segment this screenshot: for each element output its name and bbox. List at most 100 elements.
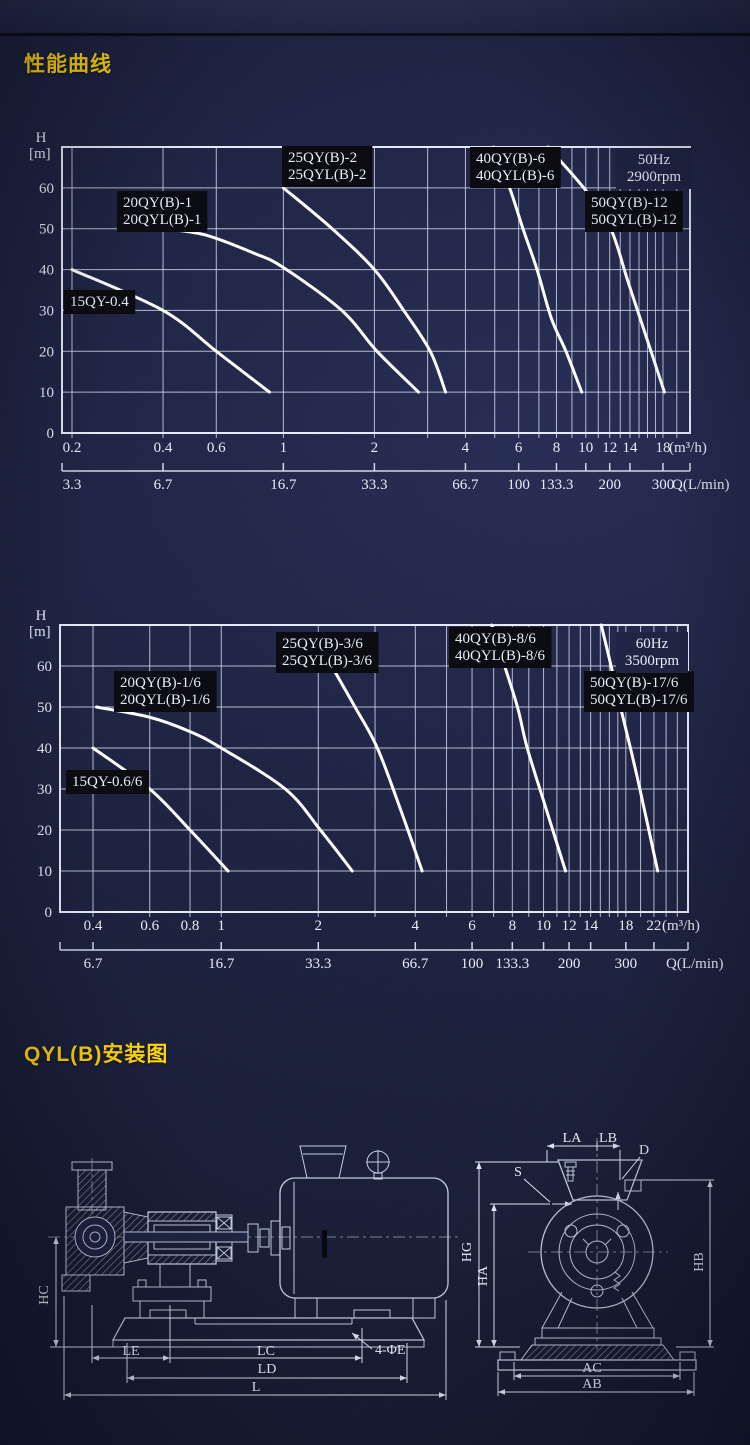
svg-text:10: 10 <box>536 918 551 934</box>
svg-text:0.2: 0.2 <box>63 440 82 456</box>
svg-text:1: 1 <box>218 918 226 934</box>
curve-25QY(B)-3/6 <box>330 664 424 873</box>
svg-text:20QY(B)-1/6: 20QY(B)-1/6 <box>120 675 201 691</box>
dim-label-ac: AC <box>582 1361 601 1376</box>
pump-side-view <box>48 1145 462 1348</box>
dim-label-l: L <box>252 1380 261 1395</box>
svg-text:100: 100 <box>461 956 484 972</box>
svg-text:0: 0 <box>45 905 53 921</box>
svg-text:0.6: 0.6 <box>207 440 226 456</box>
svg-text:25QYL(B)-2: 25QYL(B)-2 <box>288 167 366 183</box>
svg-text:Q(L/min): Q(L/min) <box>666 956 724 972</box>
svg-text:10: 10 <box>37 864 52 880</box>
svg-text:0.4: 0.4 <box>84 918 103 934</box>
svg-text:50Hz: 50Hz <box>638 152 671 168</box>
svg-text:25QYL(B)-3/6: 25QYL(B)-3/6 <box>282 653 372 669</box>
svg-text:H: H <box>36 130 47 146</box>
dim-label-ha: HA <box>476 1265 491 1286</box>
svg-text:200: 200 <box>558 956 581 972</box>
svg-text:8: 8 <box>553 440 561 456</box>
svg-text:22: 22 <box>646 918 661 934</box>
svg-text:40QY(B)-6: 40QY(B)-6 <box>476 151 546 167</box>
svg-text:20: 20 <box>37 823 52 839</box>
svg-text:0.8: 0.8 <box>181 918 200 934</box>
svg-text:30: 30 <box>37 782 52 798</box>
dim-label-d: D <box>639 1143 649 1158</box>
svg-text:60: 60 <box>39 181 54 197</box>
dim-label-la: LA <box>563 1131 583 1146</box>
svg-text:66.7: 66.7 <box>452 477 479 493</box>
curve-25QY(B)-2 <box>281 186 448 394</box>
svg-text:14: 14 <box>583 918 599 934</box>
dim-label-hb: HB <box>692 1252 707 1271</box>
svg-text:40QYL(B)-6: 40QYL(B)-6 <box>476 168 555 184</box>
svg-text:6: 6 <box>468 918 476 934</box>
dim-label-ab: AB <box>582 1377 601 1392</box>
svg-text:2900rpm: 2900rpm <box>627 169 681 185</box>
svg-text:12: 12 <box>602 440 617 456</box>
svg-text:14: 14 <box>622 440 638 456</box>
svg-text:16.7: 16.7 <box>208 956 235 972</box>
svg-text:30: 30 <box>39 303 54 319</box>
svg-text:60Hz: 60Hz <box>636 636 669 652</box>
svg-text:40: 40 <box>39 263 54 279</box>
svg-text:20QY(B)-1: 20QY(B)-1 <box>123 195 192 211</box>
svg-text:0.4: 0.4 <box>154 440 173 456</box>
svg-text:10: 10 <box>578 440 593 456</box>
svg-text:50QYL(B)-12: 50QYL(B)-12 <box>591 212 677 228</box>
svg-text:100: 100 <box>507 477 530 493</box>
svg-text:3500rpm: 3500rpm <box>625 653 679 669</box>
dim-label-lb: LB <box>599 1131 617 1146</box>
svg-text:H: H <box>36 608 47 624</box>
pump-front-view <box>497 1138 697 1371</box>
svg-text:25QY(B)-2: 25QY(B)-2 <box>288 150 357 166</box>
curve-15QY-0.4 <box>70 268 272 394</box>
svg-text:133.3: 133.3 <box>540 477 574 493</box>
svg-text:10: 10 <box>39 385 54 401</box>
svg-text:25QY(B)-3/6: 25QY(B)-3/6 <box>282 636 363 652</box>
installation-drawing: HC LE LC LD L 4-ΦE <box>37 1131 714 1400</box>
series-label-15QY-0.4: 15QY-0.4 <box>64 290 136 314</box>
performance-chart-60hz: 0 10 20 30 40 50 60 H [m] 0.4 0.6 0.8 1 2 4 6 8 10 12 14 18 2… <box>0 590 750 1000</box>
svg-text:300: 300 <box>652 477 675 493</box>
svg-text:18: 18 <box>618 918 633 934</box>
svg-text:50QYL(B)-17/6: 50QYL(B)-17/6 <box>590 692 688 708</box>
svg-text:33.3: 33.3 <box>361 477 387 493</box>
svg-text:33.3: 33.3 <box>305 956 331 972</box>
svg-text:Q(L/min): Q(L/min) <box>672 477 730 493</box>
dim-label-le: LE <box>122 1344 139 1359</box>
svg-text:50: 50 <box>37 700 52 716</box>
svg-text:20QYL(B)-1: 20QYL(B)-1 <box>123 212 201 228</box>
svg-text:66.7: 66.7 <box>402 956 429 972</box>
svg-text:4: 4 <box>412 918 420 934</box>
svg-text:4: 4 <box>462 440 470 456</box>
svg-text:40: 40 <box>37 741 52 757</box>
svg-text:(m³/h): (m³/h) <box>662 918 700 934</box>
dim-label-hc: HC <box>37 1285 52 1304</box>
x-axis-labels: 0.4 0.6 0.8 1 2 4 6 8 10 12 14 18 22 (m³/h) <box>84 918 700 934</box>
top-band <box>0 0 750 36</box>
dim-label-lc: LC <box>257 1344 275 1359</box>
svg-text:40QY(B)-8/6: 40QY(B)-8/6 <box>455 631 536 647</box>
svg-text:[m]: [m] <box>29 624 51 640</box>
svg-text:0: 0 <box>47 426 55 442</box>
svg-text:50QY(B)-17/6: 50QY(B)-17/6 <box>590 675 679 691</box>
svg-text:0.6: 0.6 <box>140 918 159 934</box>
svg-text:2: 2 <box>371 440 379 456</box>
flow-axis-l-per-min: 6.7 16.7 33.3 66.7 100 133.3 200 300 Q(L/min) <box>59 942 724 972</box>
svg-text:(m³/h): (m³/h) <box>669 440 707 456</box>
dim-label-hg: HG <box>460 1242 475 1262</box>
series-label-15QY-0.6/6: 15QY-0.6/6 <box>66 770 149 794</box>
y-axis-labels: 0 10 20 30 40 50 60 H[m] <box>29 608 52 921</box>
svg-text:133.3: 133.3 <box>495 956 529 972</box>
svg-text:15QY-0.6/6: 15QY-0.6/6 <box>72 774 143 790</box>
